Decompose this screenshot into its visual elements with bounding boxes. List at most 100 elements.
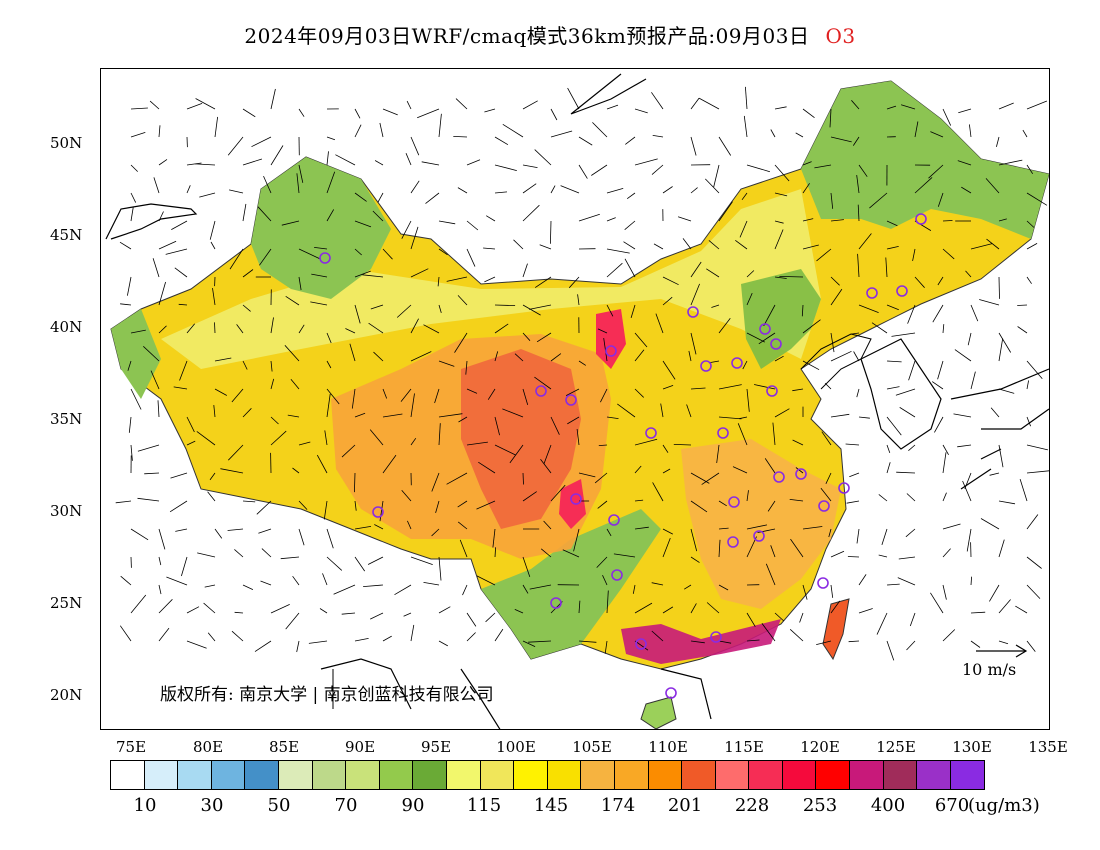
wind-vector [410, 351, 432, 362]
wind-vector [550, 185, 556, 194]
wind-vector [437, 276, 440, 287]
wind-vector [438, 220, 456, 225]
legend-swatch-8 [379, 761, 414, 789]
station-marker [687, 306, 699, 318]
wind-vector [914, 276, 925, 288]
station-marker [319, 252, 331, 264]
wind-vector [998, 159, 1023, 166]
legend-swatch-17 [682, 761, 716, 789]
wind-vector [242, 108, 256, 118]
legend-label-253: 253 [802, 795, 838, 816]
station-marker [759, 323, 771, 335]
legend-swatch-10 [446, 761, 481, 789]
wind-vector [296, 173, 300, 194]
wind-vector [746, 292, 753, 306]
wind-vector [522, 164, 538, 168]
legend-swatch-24 [917, 761, 951, 789]
wind-vector [153, 177, 160, 194]
wind-vector [998, 102, 1014, 110]
monitoring-stations [319, 213, 927, 699]
wind-vector [158, 627, 170, 642]
wind-vector [931, 381, 944, 390]
wind-vector [522, 304, 541, 316]
wind-vectors [115, 86, 1049, 661]
station-marker [611, 569, 623, 581]
wind-vector [298, 248, 320, 259]
wind-vector [718, 584, 729, 591]
wind-vector [292, 467, 300, 474]
legend-swatch-9 [413, 761, 447, 789]
wind-vector [886, 386, 900, 390]
wind-vector [466, 441, 488, 446]
wind-vector [906, 640, 916, 651]
wind-vector [270, 416, 279, 425]
wind-vector [476, 500, 496, 510]
wind-vector [886, 444, 891, 454]
wind-vector [942, 584, 947, 600]
wind-vector [298, 324, 305, 334]
wind-vector [438, 113, 442, 138]
orange-zone-east [681, 439, 841, 609]
wind-vector [522, 204, 540, 222]
wind-vector [514, 353, 524, 362]
wind-vector [406, 100, 412, 110]
wind-vector [257, 206, 272, 222]
wind-vector [741, 192, 748, 201]
wind-vector [898, 556, 916, 560]
wind-vector [567, 416, 580, 425]
wind-vector [128, 416, 132, 433]
wind-vector [795, 467, 804, 474]
wind-vector [708, 240, 720, 250]
wind-vector [417, 108, 440, 119]
hainan-island [640, 696, 677, 729]
wind-vector [857, 204, 860, 222]
wind-vector [174, 267, 188, 278]
legend-label-201: 201 [667, 795, 703, 816]
wind-vector [1026, 584, 1041, 599]
wind-vector [213, 405, 216, 418]
wind-vector [296, 640, 300, 653]
wind-vector [942, 492, 947, 502]
wind-vector [421, 161, 440, 166]
green-zone-southwest [481, 509, 661, 659]
wind-vector [746, 388, 750, 412]
wind-vector [746, 270, 755, 278]
wind-vector [298, 441, 311, 446]
wind-vector [716, 444, 720, 464]
legend-swatch-12 [514, 761, 548, 789]
lon-label-75e: 75E [115, 738, 147, 756]
wind-vector [858, 233, 872, 250]
wind-vector [259, 248, 272, 266]
wind-vector [513, 239, 524, 250]
wind-vector [196, 431, 216, 446]
wind-vector [632, 584, 636, 594]
coastline-bohai [800, 333, 872, 390]
wind-vector [690, 387, 706, 390]
wind-vector [158, 528, 166, 550]
wind-vector [354, 638, 369, 642]
wind-vector [229, 248, 244, 270]
wind-vector [522, 640, 536, 647]
lon-label-110e: 110E [648, 738, 688, 756]
wind-vector [896, 471, 916, 474]
wind-vector [394, 584, 412, 596]
light-yellow-zone-north [161, 189, 821, 369]
station-marker [838, 482, 850, 494]
wind-vector [431, 472, 440, 492]
legend-swatch-19 [749, 761, 783, 789]
wind-vector [830, 288, 843, 306]
wind-vector [522, 388, 529, 406]
legend-swatch-14 [581, 761, 615, 789]
wind-vector [195, 98, 216, 110]
wind-vector [494, 416, 500, 436]
wind-vector [522, 332, 531, 341]
wind-vector [942, 108, 952, 126]
green-zone-north-china [741, 269, 821, 369]
wind-vector [1026, 380, 1029, 390]
wind-vector [967, 332, 972, 346]
legend-label-400: 400 [870, 795, 906, 816]
wind-vector [158, 556, 162, 566]
wind-vector [802, 183, 810, 194]
wind-vector [367, 556, 384, 565]
wind-vector [802, 584, 808, 600]
